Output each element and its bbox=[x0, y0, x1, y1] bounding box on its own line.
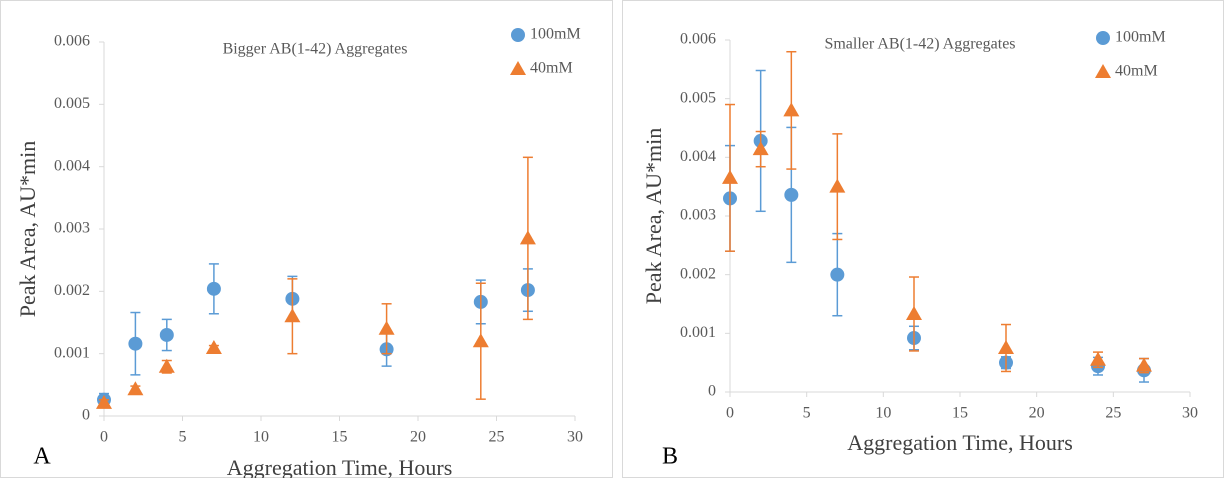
x-tick-label: 25 bbox=[1105, 405, 1121, 422]
marker-circle bbox=[206, 281, 221, 296]
panel-label: A bbox=[33, 444, 51, 470]
marker-circle bbox=[128, 336, 143, 351]
x-tick-label: 25 bbox=[489, 429, 505, 446]
chart-title: Smaller AB(1-42) Aggregates bbox=[824, 36, 1015, 53]
panel-label: B bbox=[662, 444, 678, 470]
y-tick-label: 0.001 bbox=[54, 344, 90, 361]
x-axis-label: Aggregation Time, Hours bbox=[847, 430, 1073, 455]
x-tick-label: 30 bbox=[567, 429, 583, 446]
marker-triangle bbox=[783, 102, 800, 117]
marker-triangle bbox=[906, 305, 922, 320]
y-tick-label: 0.006 bbox=[680, 31, 716, 48]
legend-marker bbox=[1096, 31, 1110, 45]
marker-triangle bbox=[205, 340, 222, 355]
marker-triangle bbox=[1136, 357, 1152, 372]
y-tick-label: 0.001 bbox=[680, 324, 716, 341]
x-tick-label: 10 bbox=[253, 429, 269, 446]
legend-marker bbox=[511, 28, 525, 42]
x-tick-label: 15 bbox=[332, 429, 348, 446]
y-tick-label: 0.003 bbox=[54, 220, 90, 237]
y-tick-label: 0 bbox=[82, 407, 90, 424]
y-tick-label: 0 bbox=[708, 383, 716, 400]
legend-label: 40mM bbox=[1115, 63, 1158, 80]
x-axis-label: Aggregation Time, Hours bbox=[227, 455, 453, 478]
x-tick-label: 15 bbox=[952, 405, 968, 422]
legend-label: 100mM bbox=[1115, 29, 1166, 46]
y-tick-label: 0.006 bbox=[54, 33, 90, 50]
marker-triangle bbox=[158, 358, 175, 373]
marker-triangle bbox=[519, 230, 536, 245]
chart-title: Bigger AB(1-42) Aggregates bbox=[223, 41, 408, 58]
legend-label: 40mM bbox=[530, 60, 573, 77]
y-tick-label: 0.002 bbox=[680, 265, 716, 282]
x-tick-label: 20 bbox=[410, 429, 426, 446]
y-tick-label: 0.004 bbox=[54, 157, 90, 174]
x-tick-label: 5 bbox=[803, 405, 811, 422]
marker-triangle bbox=[829, 178, 846, 193]
y-axis-label: Peak Area, AU*min bbox=[641, 128, 666, 305]
x-tick-label: 5 bbox=[179, 429, 187, 446]
marker-triangle bbox=[96, 394, 112, 409]
y-axis-label: Peak Area, AU*min bbox=[15, 141, 40, 318]
marker-triangle bbox=[1090, 351, 1106, 366]
marker-triangle bbox=[378, 320, 395, 335]
y-tick-label: 0.005 bbox=[680, 89, 716, 106]
y-tick-label: 0.002 bbox=[54, 282, 90, 299]
x-tick-label: 0 bbox=[100, 429, 108, 446]
legend-marker bbox=[1095, 64, 1111, 78]
legend-marker bbox=[510, 61, 526, 75]
marker-triangle bbox=[998, 340, 1014, 354]
y-tick-label: 0.003 bbox=[680, 207, 716, 224]
x-tick-label: 30 bbox=[1182, 405, 1198, 422]
marker-circle bbox=[830, 267, 845, 282]
marker-triangle bbox=[472, 333, 489, 348]
marker-triangle bbox=[127, 381, 144, 396]
marker-circle bbox=[784, 187, 799, 202]
legend-label: 100mM bbox=[530, 26, 581, 43]
marker-triangle bbox=[722, 169, 738, 184]
x-tick-label: 20 bbox=[1029, 405, 1045, 422]
marker-circle bbox=[159, 327, 174, 342]
marker-triangle bbox=[284, 308, 301, 323]
y-tick-label: 0.005 bbox=[54, 95, 90, 112]
y-tick-label: 0.004 bbox=[680, 148, 716, 165]
x-tick-label: 0 bbox=[726, 405, 734, 422]
x-tick-label: 10 bbox=[875, 405, 891, 422]
marker-triangle bbox=[752, 141, 769, 156]
